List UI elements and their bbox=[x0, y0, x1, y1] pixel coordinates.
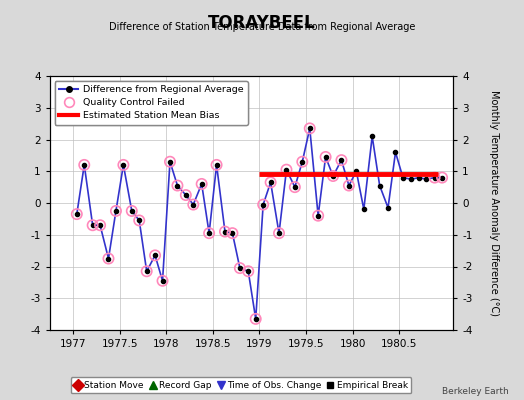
Point bbox=[321, 154, 330, 160]
Legend: Difference from Regional Average, Quality Control Failed, Estimated Station Mean: Difference from Regional Average, Qualit… bbox=[54, 81, 248, 125]
Point bbox=[198, 181, 206, 187]
Point bbox=[259, 201, 267, 208]
Point bbox=[182, 192, 190, 198]
Point bbox=[345, 182, 353, 189]
Point bbox=[252, 316, 260, 322]
Point bbox=[112, 208, 120, 214]
Text: Difference of Station Temperature Data from Regional Average: Difference of Station Temperature Data f… bbox=[109, 22, 415, 32]
Point bbox=[244, 268, 253, 274]
Point bbox=[329, 173, 337, 179]
Point bbox=[275, 230, 283, 236]
Text: TORAYBEEL: TORAYBEEL bbox=[208, 14, 316, 32]
Point bbox=[189, 201, 198, 208]
Point bbox=[96, 222, 104, 228]
Point bbox=[314, 212, 322, 219]
Point bbox=[173, 182, 182, 189]
Point bbox=[212, 162, 221, 168]
Point bbox=[143, 268, 151, 274]
Point bbox=[205, 230, 213, 236]
Point bbox=[221, 228, 229, 235]
Point bbox=[89, 222, 97, 228]
Point bbox=[158, 278, 167, 284]
Point bbox=[430, 174, 439, 181]
Y-axis label: Monthly Temperature Anomaly Difference (°C): Monthly Temperature Anomaly Difference (… bbox=[489, 90, 499, 316]
Point bbox=[127, 208, 136, 214]
Point bbox=[298, 158, 307, 165]
Point bbox=[236, 265, 244, 271]
Point bbox=[73, 211, 81, 217]
Legend: Station Move, Record Gap, Time of Obs. Change, Empirical Break: Station Move, Record Gap, Time of Obs. C… bbox=[71, 377, 411, 394]
Text: Berkeley Earth: Berkeley Earth bbox=[442, 387, 508, 396]
Point bbox=[135, 217, 144, 224]
Point bbox=[305, 125, 314, 132]
Point bbox=[438, 174, 446, 181]
Point bbox=[266, 179, 275, 186]
Point bbox=[282, 166, 291, 173]
Point bbox=[80, 162, 89, 168]
Point bbox=[228, 230, 237, 236]
Point bbox=[291, 184, 299, 190]
Point bbox=[151, 252, 159, 258]
Point bbox=[119, 162, 127, 168]
Point bbox=[166, 158, 174, 165]
Point bbox=[104, 255, 113, 262]
Point bbox=[337, 157, 346, 163]
